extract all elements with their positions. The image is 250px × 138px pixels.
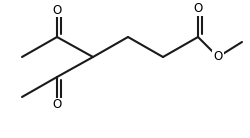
Text: O: O	[52, 99, 62, 112]
Text: O: O	[194, 2, 202, 15]
Text: O: O	[52, 3, 62, 17]
Text: O: O	[214, 51, 223, 63]
